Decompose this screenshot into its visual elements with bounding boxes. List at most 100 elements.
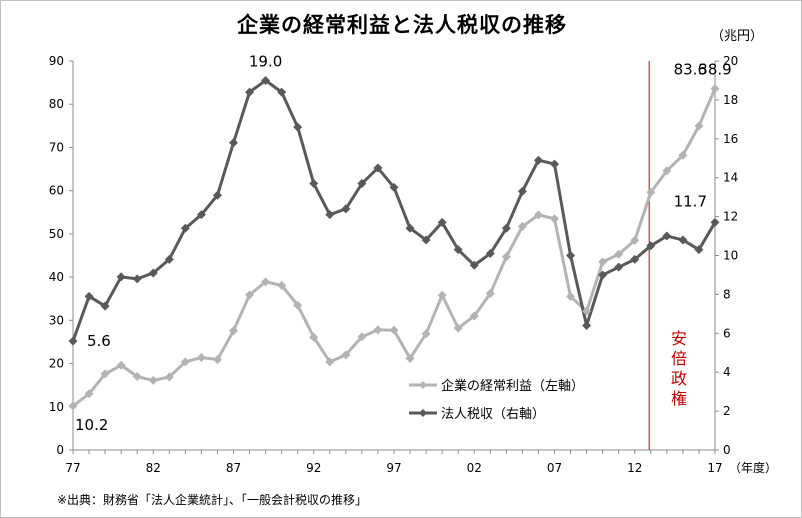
profit-point — [341, 350, 351, 360]
tax-point — [533, 155, 543, 165]
profit-point — [148, 375, 158, 385]
y-left-tick-label: 30 — [49, 313, 64, 327]
y-left-tick-label: 10 — [49, 400, 64, 414]
series-line-tax — [71, 78, 717, 342]
x-tick-label: 02 — [467, 461, 482, 475]
tax-point — [325, 210, 335, 220]
legend-marker-tax — [419, 409, 427, 417]
profit-point — [694, 121, 704, 131]
tax-point — [84, 291, 94, 301]
tax-point — [277, 87, 287, 97]
profit-point — [421, 329, 431, 339]
profit-point — [196, 353, 206, 363]
tax-point — [662, 231, 672, 241]
label-profit-start: 10.2 — [75, 416, 108, 434]
x-tick-label: 17 — [707, 461, 722, 475]
x-tick-label: 97 — [386, 461, 401, 475]
legend: 企業の経常利益（左軸） 法人税収（右軸） — [409, 378, 584, 422]
series-line-profit — [72, 88, 717, 408]
profit-point — [678, 150, 688, 160]
profit-point — [646, 187, 656, 197]
y-left-tick-label: 20 — [49, 357, 64, 371]
profit-point — [710, 84, 720, 94]
profit-point — [164, 372, 174, 382]
profit-point — [132, 372, 142, 382]
profit-point — [116, 360, 126, 370]
tax-point — [357, 179, 367, 189]
profit-point — [357, 332, 367, 342]
label-layer: 38.9 10.2 83.6 19.0 5.6 11.7 — [75, 52, 732, 433]
label-profit-max: 38.9 — [698, 61, 731, 79]
x-tick-label: 87 — [226, 461, 241, 475]
tax-point — [550, 159, 559, 169]
profit-point — [373, 325, 383, 335]
tax-point — [100, 301, 110, 311]
x-axis-title: （年度） — [729, 460, 777, 475]
profit-point — [614, 249, 624, 259]
tax-point — [261, 75, 271, 85]
profit-point — [566, 292, 576, 302]
tax-point — [212, 190, 222, 200]
tax-point — [710, 217, 720, 227]
profit-point — [245, 290, 255, 300]
y-right-tick-label: 16 — [723, 132, 738, 146]
profit-point — [485, 289, 495, 299]
profit-point — [453, 323, 463, 333]
profit-point — [309, 332, 319, 342]
marker-layer — [68, 75, 720, 411]
tax-point — [453, 245, 463, 255]
y-right-tick-label: 8 — [723, 287, 731, 301]
profit-point — [533, 210, 543, 220]
label-tax-max: 19.0 — [249, 52, 282, 70]
legend-label-profit: 企業の経常利益（左軸） — [441, 378, 584, 394]
y-left-tick-label: 80 — [49, 97, 64, 111]
tax-point — [132, 274, 142, 284]
series-layer — [71, 78, 717, 408]
profit-point — [261, 277, 271, 287]
profit-point — [229, 326, 238, 336]
tax-point — [164, 254, 174, 264]
profit-point — [325, 357, 335, 367]
abe-administration-label: 安倍政権 — [670, 329, 687, 408]
y-left-tick-label: 50 — [49, 227, 64, 241]
tax-point — [469, 260, 479, 270]
tax-point — [405, 223, 415, 233]
y-left-tick-label: 0 — [56, 443, 64, 457]
profit-point — [180, 357, 190, 367]
tax-point — [180, 223, 190, 233]
profit-point — [389, 325, 399, 335]
profit-point — [437, 290, 447, 300]
profit-point — [469, 311, 479, 321]
tax-point — [614, 262, 624, 272]
tax-point — [437, 217, 447, 227]
legend-label-tax: 法人税収（右軸） — [441, 407, 545, 422]
x-tick-label: 77 — [65, 461, 80, 475]
profit-point — [68, 401, 78, 411]
tax-point — [389, 182, 399, 192]
y-left-tick-label: 70 — [49, 140, 64, 154]
tax-point — [373, 163, 383, 173]
tax-point — [646, 241, 656, 251]
y-right-tick-label: 0 — [723, 443, 731, 457]
profit-point — [662, 166, 672, 176]
tax-point — [421, 235, 431, 245]
tax-point — [309, 179, 319, 189]
tax-point — [196, 210, 206, 220]
tax-point — [630, 254, 640, 264]
profit-point — [100, 369, 110, 379]
chart-title: 企業の経常利益と法人税収の推移 — [237, 13, 567, 37]
tax-point — [341, 204, 351, 214]
y-left-tick-label: 40 — [49, 270, 64, 284]
y-right-tick-label: 20 — [723, 54, 738, 68]
tax-point — [245, 87, 255, 97]
y-right-tick-label: 18 — [723, 93, 738, 107]
x-tick-label: 92 — [306, 461, 321, 475]
profit-point — [212, 355, 222, 365]
x-tick-label: 82 — [146, 461, 161, 475]
x-tick-label: 07 — [547, 461, 562, 475]
tax-point — [485, 249, 495, 259]
tax-point — [293, 122, 303, 132]
